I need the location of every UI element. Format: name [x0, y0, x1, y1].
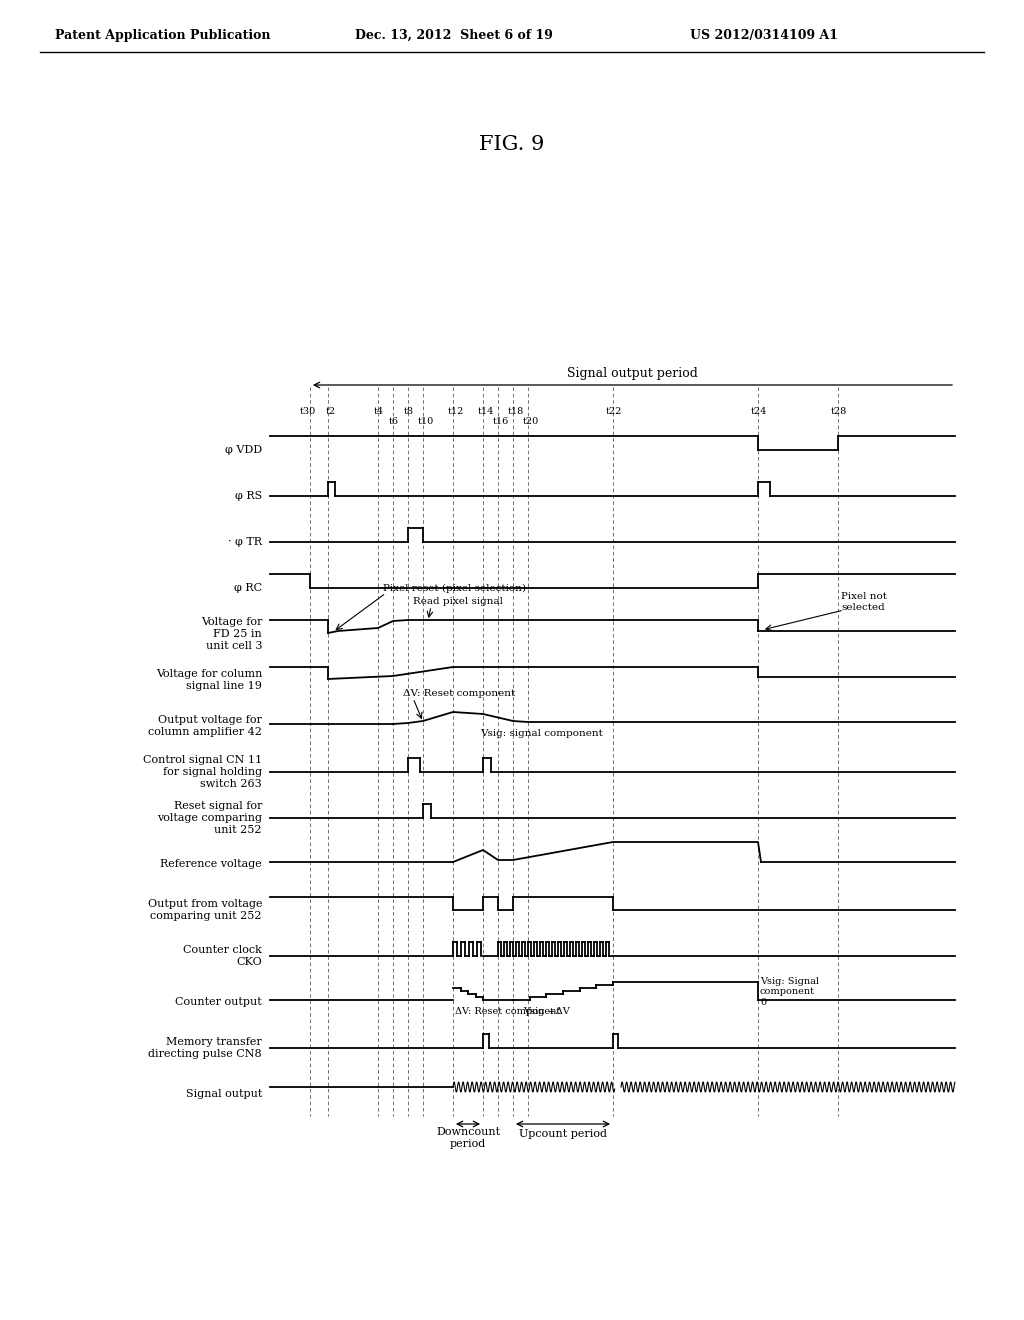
Text: Memory transfer
directing pulse CN8: Memory transfer directing pulse CN8	[148, 1038, 262, 1059]
Text: t18: t18	[508, 408, 524, 417]
Text: Voltage for
FD 25 in
unit cell 3: Voltage for FD 25 in unit cell 3	[201, 618, 262, 651]
Text: t22: t22	[606, 408, 623, 417]
Text: φ VDD: φ VDD	[225, 445, 262, 455]
Text: Reference voltage: Reference voltage	[160, 859, 262, 869]
Text: Voltage for column
signal line 19: Voltage for column signal line 19	[156, 669, 262, 690]
Text: Downcount
period: Downcount period	[436, 1127, 500, 1148]
Text: t14: t14	[478, 408, 495, 417]
Text: Counter clock
CKO: Counter clock CKO	[183, 945, 262, 966]
Text: Control signal CN 11
for signal holding
switch 263: Control signal CN 11 for signal holding …	[143, 755, 262, 788]
Text: Vsig: signal component: Vsig: signal component	[480, 730, 603, 738]
Text: Vsig +ΔV: Vsig +ΔV	[523, 1007, 569, 1016]
Text: Upcount period: Upcount period	[519, 1129, 607, 1139]
Text: Vsig: Signal
component
0: Vsig: Signal component 0	[760, 977, 819, 1007]
Text: Patent Application Publication: Patent Application Publication	[55, 29, 270, 41]
Text: t10: t10	[418, 417, 434, 426]
Text: t28: t28	[831, 408, 847, 417]
Text: · φ TR: · φ TR	[228, 537, 262, 546]
Text: FIG. 9: FIG. 9	[479, 136, 545, 154]
Text: Output from voltage
comparing unit 252: Output from voltage comparing unit 252	[147, 899, 262, 921]
Text: Dec. 13, 2012  Sheet 6 of 19: Dec. 13, 2012 Sheet 6 of 19	[355, 29, 553, 41]
Text: t30: t30	[300, 408, 316, 417]
Text: t24: t24	[751, 408, 767, 417]
Text: Reset signal for
voltage comparing
unit 252: Reset signal for voltage comparing unit …	[157, 801, 262, 834]
Text: t4: t4	[374, 408, 384, 417]
Text: t20: t20	[523, 417, 540, 426]
Text: ΔV: Reset component: ΔV: Reset component	[403, 689, 515, 698]
Text: φ RS: φ RS	[234, 491, 262, 502]
Text: ΔV: Reset component: ΔV: Reset component	[455, 1007, 560, 1016]
Text: t12: t12	[449, 408, 464, 417]
Text: Read pixel signal: Read pixel signal	[413, 598, 503, 606]
Text: Signal output period: Signal output period	[567, 367, 698, 380]
Text: Pixel not
selected: Pixel not selected	[841, 593, 887, 611]
Text: t16: t16	[493, 417, 509, 426]
Text: t2: t2	[326, 408, 336, 417]
Text: t8: t8	[404, 408, 414, 417]
Text: Pixel reset (pixel selection): Pixel reset (pixel selection)	[383, 583, 526, 593]
Text: Signal output: Signal output	[185, 1089, 262, 1100]
Text: Counter output: Counter output	[175, 997, 262, 1007]
Text: t6: t6	[389, 417, 399, 426]
Text: φ RC: φ RC	[233, 583, 262, 593]
Text: US 2012/0314109 A1: US 2012/0314109 A1	[690, 29, 838, 41]
Text: Output voltage for
column amplifier 42: Output voltage for column amplifier 42	[148, 715, 262, 737]
